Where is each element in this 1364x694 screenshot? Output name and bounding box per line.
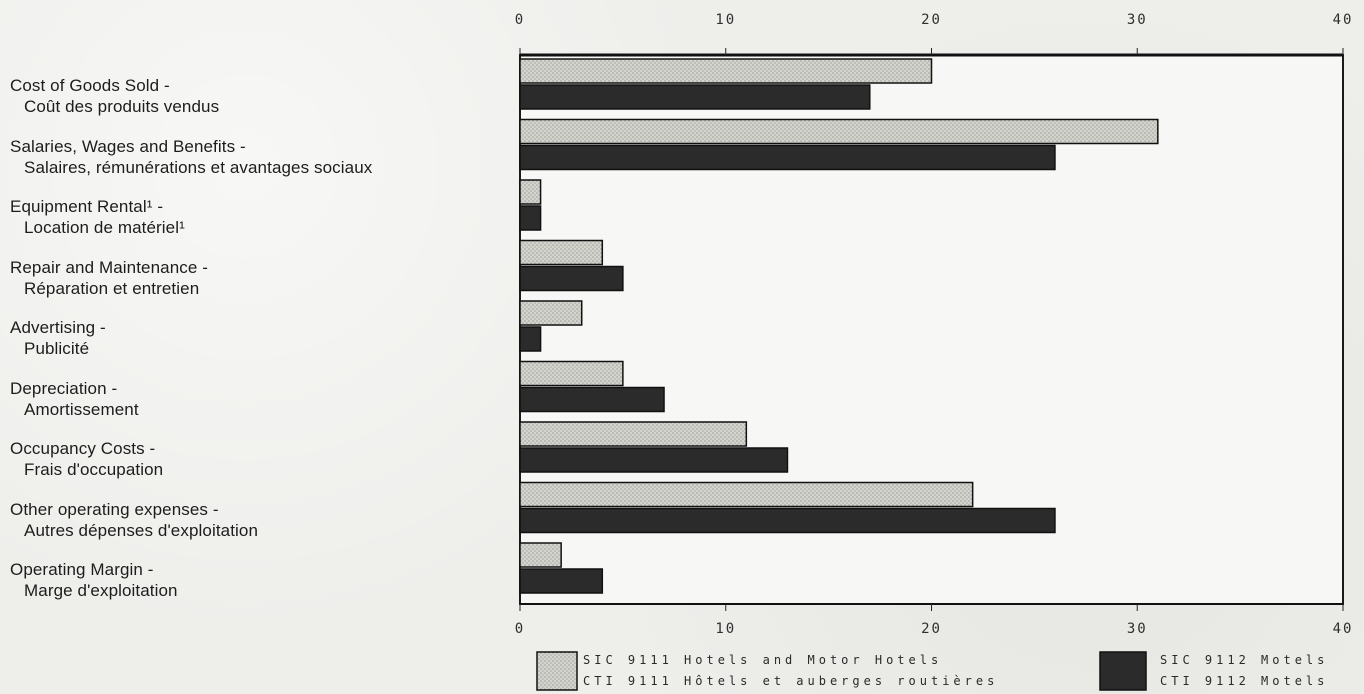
bar-series-2-cat-9 <box>519 568 604 594</box>
category-label-8: Other operating expenses - Autres dépense… <box>10 499 510 541</box>
category-label-2: Salaries, Wages and Benefits - Salaires, … <box>10 136 510 178</box>
legend-label-series-1: SIC 9111 Hotels and Motor Hotels CTI 911… <box>583 650 998 692</box>
category-label-9: Operating Margin - Marge d'exploitation <box>10 559 510 601</box>
bar-series-2-cat-2 <box>519 144 1056 171</box>
bottom-tick-label-1: 0 <box>515 621 525 637</box>
category-label-fr-7: Frais d'occupation <box>24 460 164 479</box>
category-label-fr-3: Location de matériel¹ <box>24 218 185 237</box>
category-label-en-9: Operating Margin - <box>10 560 154 579</box>
top-tick-label-2: 10 <box>715 12 736 28</box>
category-label-en-1: Cost of Goods Sold - <box>10 76 170 95</box>
legend-label-series-2: SIC 9112 Motels CTI 9112 Motels <box>1160 650 1328 692</box>
legend-swatch-series-2 <box>1099 651 1147 691</box>
category-label-fr-8: Autres dépenses d'exploitation <box>24 520 259 540</box>
bar-series-1-cat-5 <box>519 300 583 326</box>
category-label-1: Cost of Goods Sold - Coût des produits ve… <box>10 75 510 117</box>
bar-series-2-cat-8 <box>519 507 1056 534</box>
bar-series-1-cat-4 <box>519 239 604 266</box>
bottom-tick-label-2: 10 <box>715 621 736 637</box>
legend-swatch-series-1 <box>536 651 578 691</box>
category-label-en-2: Salaries, Wages and Benefits - <box>10 136 246 156</box>
category-label-fr-6: Amortissement <box>24 399 139 419</box>
category-label-4: Repair and Maintenance - Réparation et en… <box>10 257 510 299</box>
category-label-fr-1: Coût des produits vendus <box>24 97 220 116</box>
top-tick-label-1: 0 <box>515 12 525 28</box>
category-label-en-5: Advertising - <box>10 318 106 337</box>
category-label-3: Equipment Rental¹ - Location de matériel¹ <box>10 196 510 238</box>
bar-series-2-cat-3 <box>519 205 542 231</box>
bar-series-1-cat-8 <box>519 481 974 508</box>
category-label-fr-9: Marge d'exploitation <box>24 581 178 600</box>
category-label-7: Occupancy Costs - Frais d'occupation <box>10 438 510 480</box>
legend-series-1-en: SIC 9111 Hotels and Motor Hotels <box>583 653 943 667</box>
category-label-en-3: Equipment Rental¹ - <box>10 197 164 216</box>
category-label-5: Advertising - Publicité <box>10 317 510 359</box>
bottom-tick-label-5: 40 <box>1333 621 1354 637</box>
category-label-fr-2: Salaires, rémunérations et avantages soc… <box>24 157 373 177</box>
category-label-fr-4: Réparation et entretien <box>24 278 200 298</box>
legend-series-2-fr: CTI 9112 Motels <box>1160 674 1329 688</box>
legend-series-2-en: SIC 9112 Motels <box>1160 653 1329 667</box>
top-tick-label-4: 30 <box>1127 12 1148 28</box>
bar-series-1-cat-6 <box>519 360 624 387</box>
legend-series-1-fr: CTI 9111 Hôtels et auberges routières <box>583 674 999 688</box>
bar-series-1-cat-9 <box>519 542 562 568</box>
bar-series-1-cat-7 <box>519 421 748 447</box>
category-label-en-6: Depreciation - <box>10 378 118 398</box>
category-label-fr-5: Publicité <box>24 339 90 358</box>
bar-series-2-cat-1 <box>519 84 871 110</box>
top-tick-label-5: 40 <box>1333 12 1354 28</box>
category-label-6: Depreciation - Amortissement <box>10 378 510 420</box>
top-tick-label-3: 20 <box>921 12 942 28</box>
category-label-en-7: Occupancy Costs - <box>10 439 156 458</box>
bar-series-1-cat-2 <box>519 118 1159 145</box>
bottom-tick-label-3: 20 <box>921 621 942 637</box>
bottom-tick-label-4: 30 <box>1127 621 1148 637</box>
category-label-en-4: Repair and Maintenance - <box>10 257 209 277</box>
bar-series-1-cat-3 <box>519 179 542 205</box>
bar-series-2-cat-5 <box>519 326 542 352</box>
bar-series-2-cat-7 <box>519 447 789 473</box>
bar-series-2-cat-6 <box>519 386 665 413</box>
bar-series-1-cat-1 <box>519 58 933 84</box>
bar-series-2-cat-4 <box>519 265 624 292</box>
category-label-en-8: Other operating expenses - <box>10 499 219 519</box>
